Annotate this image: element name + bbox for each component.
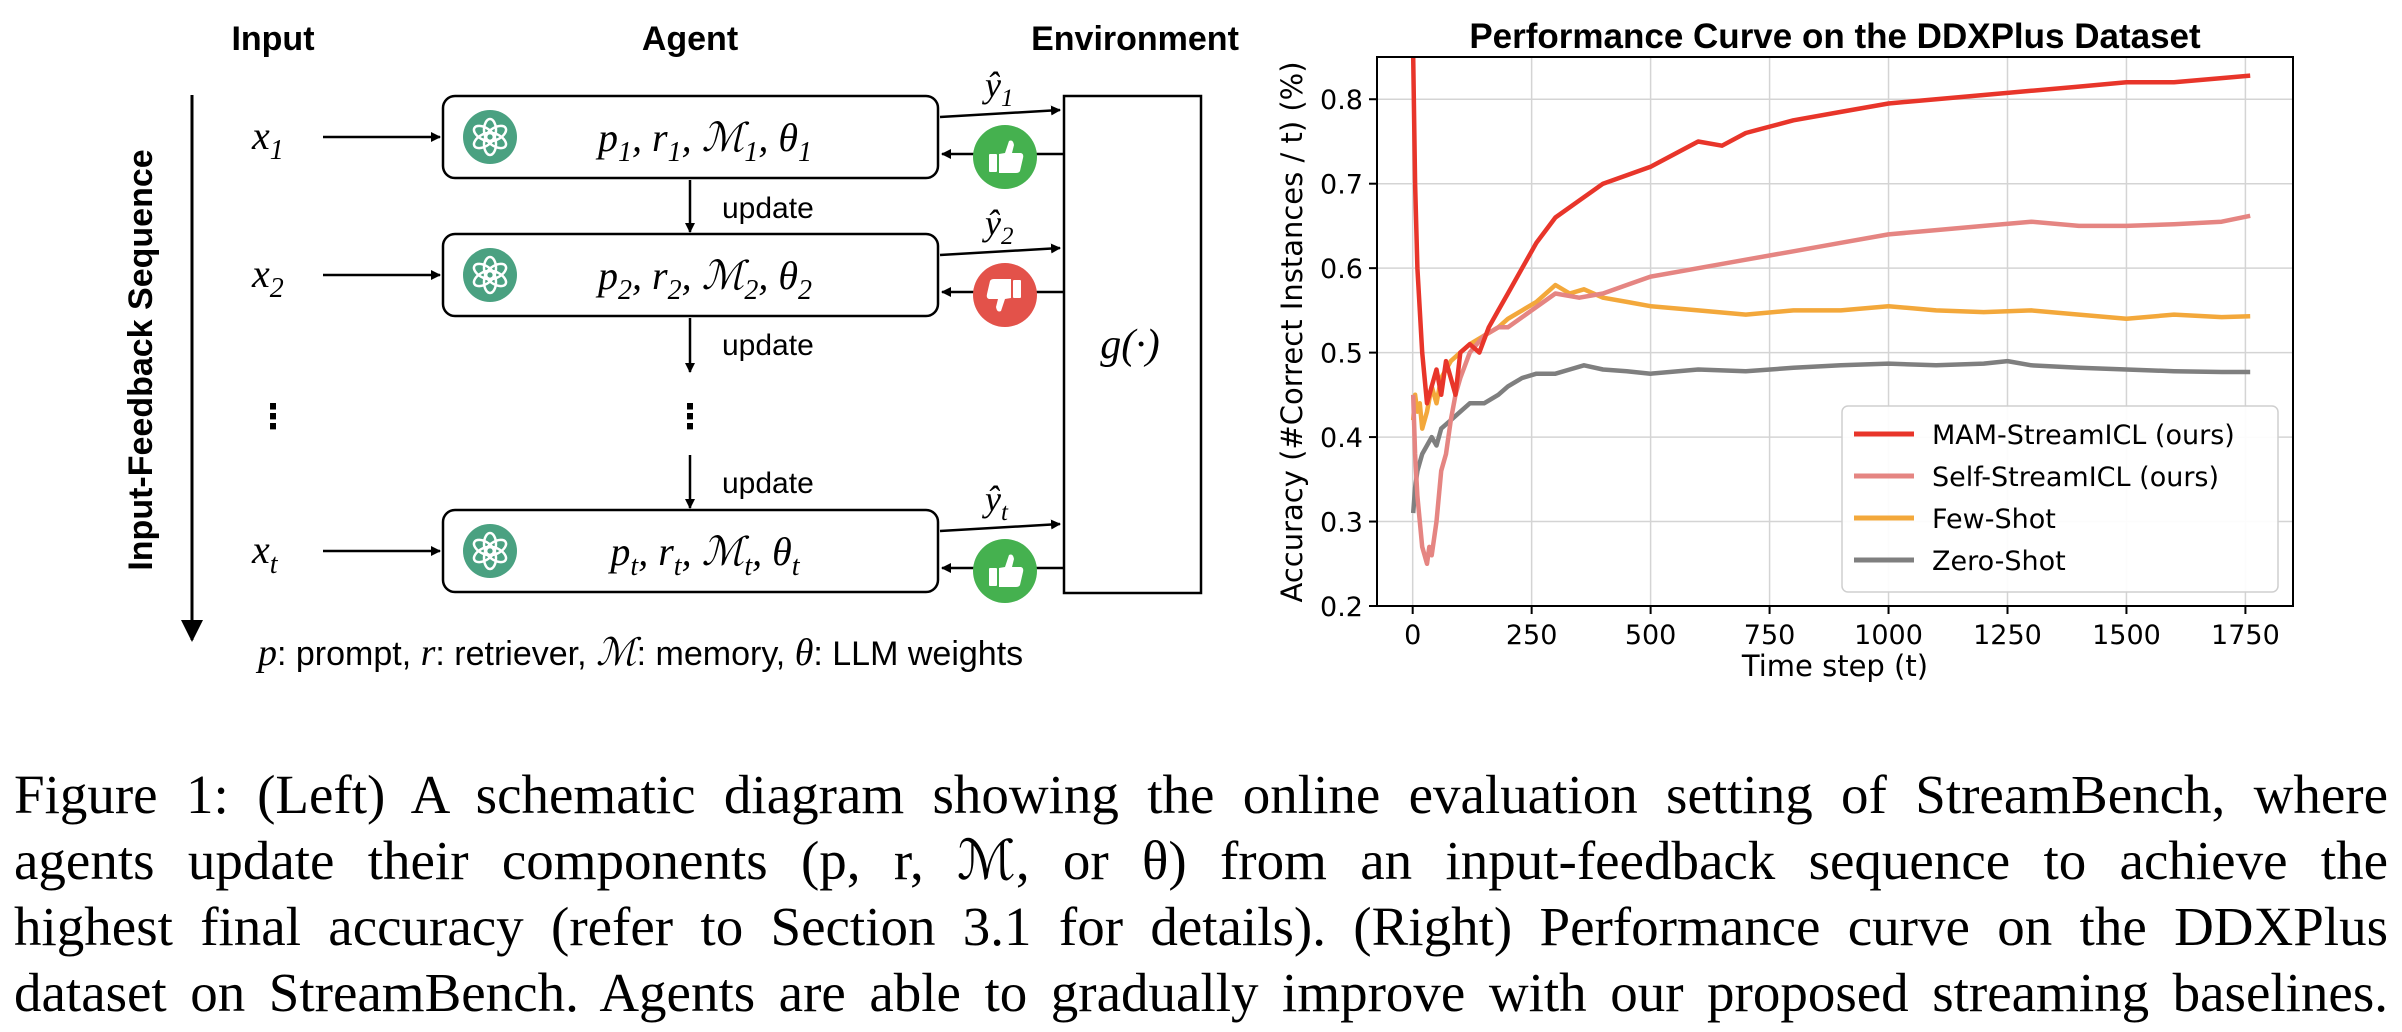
legend-label: Few-Shot <box>1932 504 2056 535</box>
agent-box <box>441 508 940 594</box>
x-tick-label: 1750 <box>2211 620 2280 651</box>
y-tick-label: 0.5 <box>1320 339 1363 370</box>
legend-label: Self-StreamICL (ours) <box>1932 462 2219 493</box>
x-axis-label: Time step (t) <box>1741 649 1928 683</box>
legend-label: Zero-Shot <box>1932 546 2066 577</box>
thumbs-up-icon <box>973 539 1037 603</box>
header-environment: Environment <box>1031 20 1239 58</box>
output-symbol: ŷt <box>982 479 1009 526</box>
header-input: Input <box>231 20 314 58</box>
y-tick-label: 0.2 <box>1320 592 1363 623</box>
plot-frame <box>1376 56 2294 607</box>
agent-components: p2, r2, ℳ2, θ2 <box>595 253 812 306</box>
figure: Input Agent Environment Input-Feedback S… <box>122 17 2294 683</box>
y-axis-label: Accuracy (#Correct Instances / t) (%) <box>1275 61 1309 602</box>
input-symbol: xt <box>251 527 279 580</box>
update-label: update <box>722 192 814 225</box>
caption-line: Figure 1: (Left) A schematic diagram sho… <box>14 764 2388 825</box>
agent-row: x2 p2, r2, ℳ2, θ2 ŷ2 <box>251 203 1064 327</box>
series-line <box>1410 213 2251 567</box>
agent-diagram: Input Agent Environment Input-Feedback S… <box>122 20 1239 674</box>
agent-components: pt, rt, ℳt, θt <box>607 529 800 582</box>
caption-line: highest final accuracy (refer to Section… <box>14 896 2388 957</box>
update-label: update <box>722 467 814 500</box>
sequence-label: Input-Feedback Sequence <box>122 149 160 570</box>
header-agent: Agent <box>642 20 738 58</box>
caption-line: dataset on StreamBench. Agents are able … <box>14 962 2388 1023</box>
output-symbol: ŷ2 <box>982 203 1013 250</box>
output-symbol: ŷ1 <box>982 65 1013 112</box>
update-label: update <box>722 329 814 362</box>
performance-chart: Performance Curve on the DDXPlus Dataset… <box>1275 17 2294 683</box>
x-tick-label: 1000 <box>1854 620 1923 651</box>
series-line <box>1410 56 2251 406</box>
x-tick-label: 500 <box>1625 620 1677 651</box>
agent-components: p1, r1, ℳ1, θ1 <box>595 115 812 168</box>
y-tick-label: 0.6 <box>1320 254 1363 285</box>
chart-lines <box>1410 56 2251 567</box>
thumbs-down-icon <box>973 263 1037 327</box>
chart-title: Performance Curve on the DDXPlus Dataset <box>1469 17 2201 56</box>
y-tick-label: 0.3 <box>1320 508 1363 539</box>
thumbs-up-icon <box>973 125 1037 189</box>
legend-box <box>1841 405 2279 593</box>
output-arrow <box>939 519 1061 533</box>
agent-row: x1 p1, r1, ℳ1, θ1 ŷ1 <box>251 65 1064 189</box>
series-line <box>1410 358 2251 514</box>
caption-line: agents update their components (p, r, ℳ,… <box>14 830 2388 891</box>
diagram-legend: p: prompt, r: retriever, ℳ: memory, θ: L… <box>255 632 1023 674</box>
chart-ticks: 0 250 500 750 1000 1250 1500 1750 0.2 0.3 0.4 0.5 0.… <box>1320 85 2280 651</box>
llm-icon <box>463 524 517 578</box>
y-tick-label: 0.8 <box>1320 85 1363 116</box>
chart-legend: MAM-StreamICL (ours) Self-StreamICL (ours… <box>1841 405 2279 593</box>
input-ellipsis: ⋮ <box>256 397 290 437</box>
input-symbol: x2 <box>251 251 284 304</box>
figure-caption: Figure 1: (Left) A schematic diagram sho… <box>14 762 2388 1026</box>
environment-function: g(·) <box>1100 322 1159 368</box>
llm-icon <box>463 110 517 164</box>
llm-icon <box>463 248 517 302</box>
agent-box <box>441 94 940 180</box>
x-tick-label: 1250 <box>1973 620 2042 651</box>
x-tick-label: 750 <box>1744 620 1796 651</box>
agent-row: xt pt, rt, ℳt, θt ŷt <box>251 479 1064 603</box>
y-tick-label: 0.7 <box>1320 170 1363 201</box>
x-tick-label: 0 <box>1404 620 1421 651</box>
output-arrow <box>939 243 1061 257</box>
x-tick-label: 250 <box>1506 620 1558 651</box>
output-arrow <box>939 105 1061 119</box>
agent-ellipsis: ⋮ <box>673 397 707 437</box>
environment-box <box>1062 94 1203 595</box>
x-tick-label: 1500 <box>2092 620 2161 651</box>
agent-box <box>441 232 940 318</box>
y-tick-label: 0.4 <box>1320 423 1363 454</box>
legend-label: MAM-StreamICL (ours) <box>1932 420 2235 451</box>
input-symbol: x1 <box>251 113 284 166</box>
